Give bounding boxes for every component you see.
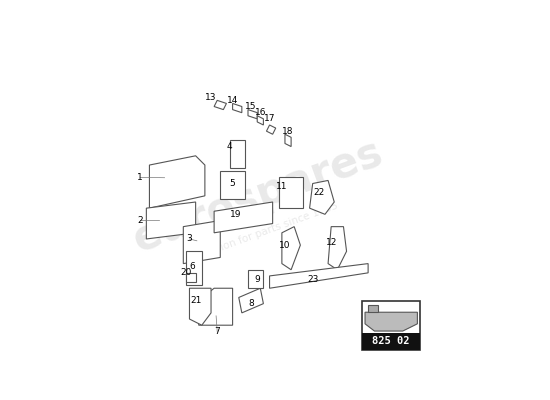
Polygon shape [146,202,196,239]
Text: 1: 1 [138,173,143,182]
Polygon shape [229,140,245,168]
Text: 8: 8 [248,299,254,308]
Text: 6: 6 [190,262,195,271]
Text: 2: 2 [138,216,143,225]
Polygon shape [183,220,220,264]
Polygon shape [199,288,233,325]
FancyBboxPatch shape [362,300,420,350]
Polygon shape [214,202,273,233]
Polygon shape [186,251,202,285]
Text: 20: 20 [181,268,192,277]
Polygon shape [285,134,291,146]
Polygon shape [150,156,205,208]
Polygon shape [282,227,300,270]
Polygon shape [186,273,196,282]
Text: 3: 3 [186,234,192,244]
Text: 825 02: 825 02 [372,336,410,346]
Text: 7: 7 [214,327,220,336]
Polygon shape [266,125,276,134]
Text: 21: 21 [190,296,201,305]
Text: 14: 14 [227,96,238,105]
Text: 16: 16 [255,108,266,117]
Polygon shape [310,180,334,214]
Text: 18: 18 [282,127,294,136]
Polygon shape [220,171,245,199]
Polygon shape [270,264,368,288]
Text: 17: 17 [264,114,276,123]
Text: 9: 9 [254,274,260,284]
Polygon shape [233,104,242,113]
Polygon shape [248,270,263,288]
Text: 19: 19 [230,210,241,219]
Text: a passion for parts since 1985: a passion for parts since 1985 [188,201,339,264]
Text: 15: 15 [245,102,257,111]
Text: eurospares: eurospares [126,131,388,260]
Polygon shape [279,177,304,208]
Text: 12: 12 [326,238,337,246]
Text: 23: 23 [307,274,318,284]
FancyBboxPatch shape [362,332,420,350]
Text: 10: 10 [279,241,291,250]
Polygon shape [365,312,417,331]
Polygon shape [328,227,346,270]
Text: 11: 11 [276,182,288,191]
Polygon shape [239,288,263,313]
Polygon shape [214,100,227,110]
Text: 4: 4 [227,142,232,151]
Text: 22: 22 [313,188,324,197]
Text: 5: 5 [230,179,235,188]
Text: 13: 13 [205,93,217,102]
Polygon shape [248,110,257,119]
Polygon shape [257,116,263,125]
Polygon shape [367,305,378,312]
Polygon shape [189,288,211,325]
